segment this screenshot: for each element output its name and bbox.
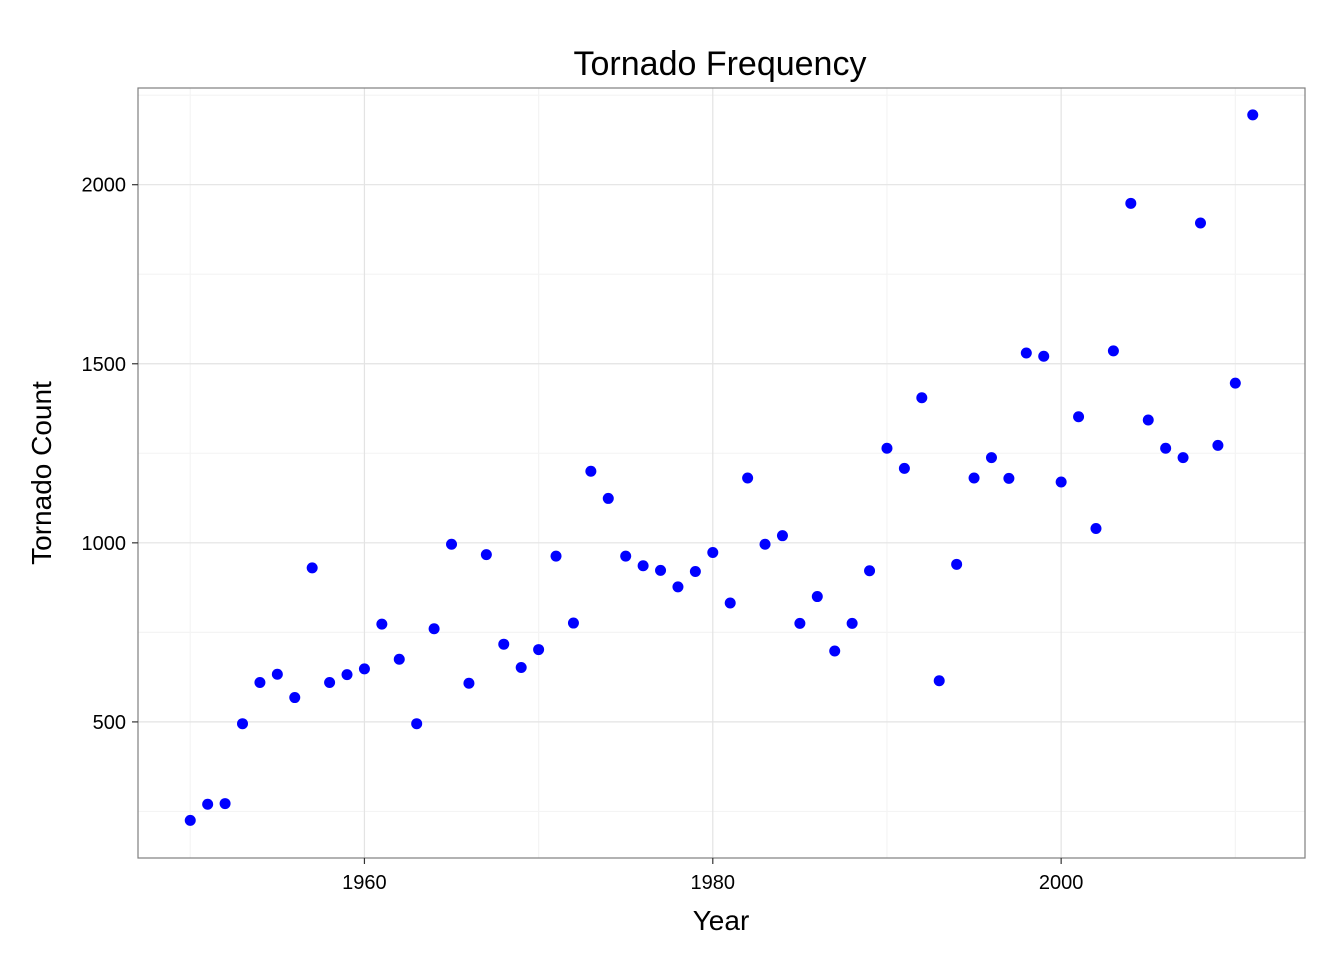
data-point: [341, 669, 353, 681]
data-point: [237, 718, 249, 730]
data-points: [184, 109, 1259, 826]
data-point: [567, 617, 579, 629]
data-point: [846, 617, 858, 629]
plot-border: [137, 87, 1306, 859]
data-point: [480, 549, 492, 561]
data-point: [637, 560, 649, 572]
data-point: [550, 550, 562, 562]
data-point: [1090, 523, 1102, 535]
data-point: [672, 581, 684, 593]
data-point: [219, 798, 231, 810]
data-point: [376, 618, 388, 630]
major-gridlines: [138, 88, 1305, 858]
data-point: [968, 472, 980, 484]
data-point: [1073, 411, 1085, 423]
data-point: [324, 677, 336, 689]
data-point: [393, 653, 405, 665]
data-point: [533, 644, 545, 656]
plot-area: [138, 88, 1305, 858]
data-point: [498, 638, 510, 650]
data-point: [411, 718, 423, 730]
y-axis-title: Tornado Count: [26, 381, 57, 565]
data-point: [1177, 452, 1189, 464]
data-point: [1247, 109, 1259, 121]
y-tick-label: 1500: [82, 354, 127, 376]
data-point: [463, 677, 475, 689]
x-axis-title: Year: [693, 905, 750, 936]
data-point: [358, 663, 370, 675]
data-point: [776, 530, 788, 542]
y-tick-label: 2000: [82, 175, 127, 197]
data-point: [184, 814, 196, 826]
data-point: [759, 538, 771, 550]
data-point: [864, 565, 876, 577]
data-point: [1194, 217, 1206, 229]
data-point: [446, 538, 458, 550]
data-point: [602, 492, 614, 504]
data-point: [742, 472, 754, 484]
data-point: [254, 677, 266, 689]
data-point: [916, 392, 928, 404]
data-point: [985, 452, 997, 464]
data-point: [951, 558, 963, 570]
data-point: [306, 562, 318, 574]
data-point: [655, 564, 667, 576]
data-point: [811, 591, 823, 603]
data-point: [1020, 347, 1032, 359]
data-point: [1038, 350, 1050, 362]
data-point: [1107, 345, 1119, 357]
data-point: [689, 565, 701, 577]
chart-title: Tornado Frequency: [574, 45, 867, 83]
x-tick-label: 2000: [1039, 872, 1084, 894]
data-point: [1003, 472, 1015, 484]
data-point: [271, 668, 283, 680]
data-point: [1142, 414, 1154, 426]
y-tick-label: 1000: [82, 533, 127, 555]
data-point: [724, 597, 736, 609]
data-point: [585, 465, 597, 477]
x-tick-label: 1960: [342, 872, 387, 894]
data-point: [1160, 442, 1172, 454]
data-point: [1055, 476, 1067, 488]
data-point: [1229, 377, 1241, 389]
data-point: [289, 692, 301, 704]
data-point: [933, 675, 945, 687]
data-point: [1212, 439, 1224, 451]
data-point: [202, 798, 214, 810]
data-point: [707, 547, 719, 559]
data-point: [829, 645, 841, 657]
data-point: [794, 617, 806, 629]
minor-gridlines: [138, 88, 1305, 858]
data-point: [881, 442, 893, 454]
data-point: [515, 661, 527, 673]
data-point: [898, 462, 910, 474]
x-axis: 1960 1980 2000: [342, 858, 1083, 894]
data-point: [620, 550, 632, 562]
data-point: [1125, 197, 1137, 209]
x-tick-label: 1980: [691, 872, 736, 894]
y-axis: 500 1000 1500 2000: [82, 175, 138, 734]
plot-panel: [137, 87, 1306, 859]
data-point: [428, 623, 440, 635]
y-tick-label: 500: [93, 712, 126, 734]
